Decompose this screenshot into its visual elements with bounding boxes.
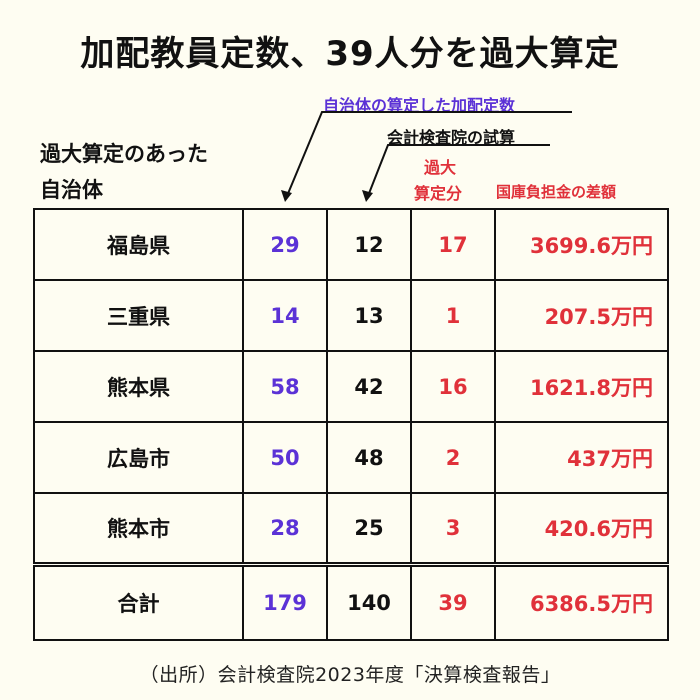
table-row: 三重県 14 13 1 207.5万円 xyxy=(33,279,669,352)
excess-count-cell: 3 xyxy=(410,492,496,565)
audit-arrowhead xyxy=(362,190,373,202)
row-name-cell: 熊本市 xyxy=(33,492,244,565)
audit-count-cell: 25 xyxy=(326,492,412,565)
audit-count-cell: 140 xyxy=(326,561,412,641)
municipality-count-cell: 28 xyxy=(242,492,328,565)
chart-title: 加配教員定数、39人分を過大算定 xyxy=(80,34,620,74)
source-note: （出所）会計検査院2023年度「決算検査報告」 xyxy=(139,664,561,686)
subsidy-amount-cell: 1621.8万円 xyxy=(494,350,669,423)
municipality-count-cell: 179 xyxy=(242,561,328,641)
total-row: 合計 179 140 39 6386.5万円 xyxy=(33,561,669,641)
table-row: 広島市 50 48 2 437万円 xyxy=(33,421,669,494)
municipality-count-cell: 29 xyxy=(242,208,328,281)
excess-header-line2: 算定分 xyxy=(414,184,463,203)
municipality-header-line1: 過大算定のあった xyxy=(40,142,208,166)
excess-header-line1: 過大 xyxy=(424,158,457,177)
audit-count-header: 会計検査院の試算 xyxy=(387,128,516,147)
audit-count-cell: 12 xyxy=(326,208,412,281)
subsidy-amount-cell: 3699.6万円 xyxy=(494,208,669,281)
subsidy-amount-cell: 207.5万円 xyxy=(494,279,669,352)
subsidy-amount-cell: 420.6万円 xyxy=(494,492,669,565)
excess-count-cell: 17 xyxy=(410,208,496,281)
excess-count-cell: 1 xyxy=(410,279,496,352)
municipality-count-cell: 58 xyxy=(242,350,328,423)
municipality-count-header: 自治体の算定した加配定数 xyxy=(323,96,516,115)
data-table: 福島県 29 12 17 3699.6万円 三重県 14 13 1 207.5万円 熊本県 58 42 1… xyxy=(33,208,669,641)
municipality-count-cell: 50 xyxy=(242,421,328,494)
subsidy-amount-cell: 6386.5万円 xyxy=(494,561,669,641)
municipality-arrow xyxy=(286,111,572,197)
municipality-arrowhead xyxy=(281,190,292,202)
audit-arrow xyxy=(367,144,550,197)
table-row: 熊本県 58 42 16 1621.8万円 xyxy=(33,350,669,423)
audit-count-cell: 13 xyxy=(326,279,412,352)
row-name-cell: 広島市 xyxy=(33,421,244,494)
excess-count-cell: 2 xyxy=(410,421,496,494)
municipality-header: 過大算定のあった 自治体 xyxy=(40,136,208,208)
row-name-cell: 合計 xyxy=(33,561,244,641)
table-row: 熊本市 28 25 3 420.6万円 xyxy=(33,492,669,565)
excess-count-cell: 16 xyxy=(410,350,496,423)
subsidy-header: 国庫負担金の差額 xyxy=(496,183,617,201)
row-name-cell: 福島県 xyxy=(33,208,244,281)
row-name-cell: 三重県 xyxy=(33,279,244,352)
municipality-count-cell: 14 xyxy=(242,279,328,352)
excess-count-cell: 39 xyxy=(410,561,496,641)
audit-count-cell: 48 xyxy=(326,421,412,494)
audit-count-cell: 42 xyxy=(326,350,412,423)
municipality-header-line2: 自治体 xyxy=(40,178,103,202)
subsidy-amount-cell: 437万円 xyxy=(494,421,669,494)
row-name-cell: 熊本県 xyxy=(33,350,244,423)
table-body: 福島県 29 12 17 3699.6万円 三重県 14 13 1 207.5万円 熊本県 58 42 1… xyxy=(33,208,669,641)
table-row: 福島県 29 12 17 3699.6万円 xyxy=(33,208,669,281)
